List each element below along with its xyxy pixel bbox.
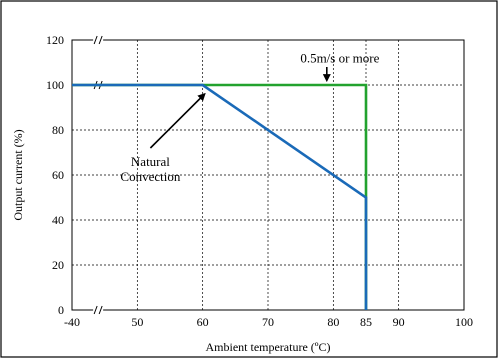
axis-break-mask-2	[93, 305, 104, 315]
x-tick-label-6: 90	[393, 315, 405, 329]
x-tick-label-1: 50	[131, 315, 143, 329]
annotation-line-1-0: Natural	[131, 154, 170, 169]
series-lines	[72, 83, 368, 310]
series-line-1	[72, 83, 368, 310]
x-tick-label-7: 100	[455, 315, 473, 329]
annotations: 0.5m/s or more Natural Convection	[120, 51, 379, 185]
axis-break-mask-0	[93, 35, 104, 45]
x-tick-label-4: 80	[327, 315, 339, 329]
axis-break-mark-0	[93, 35, 103, 45]
annotation-text-0: 0.5m/s or more	[300, 51, 379, 66]
x-tick-label-3: 70	[262, 315, 274, 329]
axis-break-mark-2	[93, 305, 103, 315]
y-tick-label-5: 100	[46, 78, 64, 92]
annotation-text-1: Natural Convection	[120, 154, 180, 184]
annotation-arrow-1	[149, 92, 206, 149]
annotation-line-0-0: 0.5m/s or more	[300, 51, 379, 66]
x-tick-label-2: 60	[197, 315, 209, 329]
y-tick-label-3: 60	[52, 168, 64, 182]
y-tick-label-6: 120	[46, 33, 64, 47]
y-tick-labels: 0 20 40 60 80 100 120	[46, 33, 64, 317]
plot-area	[71, 39, 465, 311]
y-tick-label-4: 80	[52, 123, 64, 137]
y-tick-label-1: 20	[52, 258, 64, 272]
x-axis-title: Ambient temperature (ºC)	[205, 340, 330, 354]
annotation-line-1-1: Convection	[120, 169, 180, 184]
y-axis-title: Output current (%)	[11, 129, 25, 220]
x-tick-labels: -40 50 60 70 80 85 90 100	[64, 315, 473, 329]
y-tick-label-0: 0	[58, 303, 64, 317]
x-tick-label-5: 85	[360, 315, 372, 329]
y-tick-label-2: 40	[52, 213, 64, 227]
x-tick-label-0: -40	[64, 315, 80, 329]
